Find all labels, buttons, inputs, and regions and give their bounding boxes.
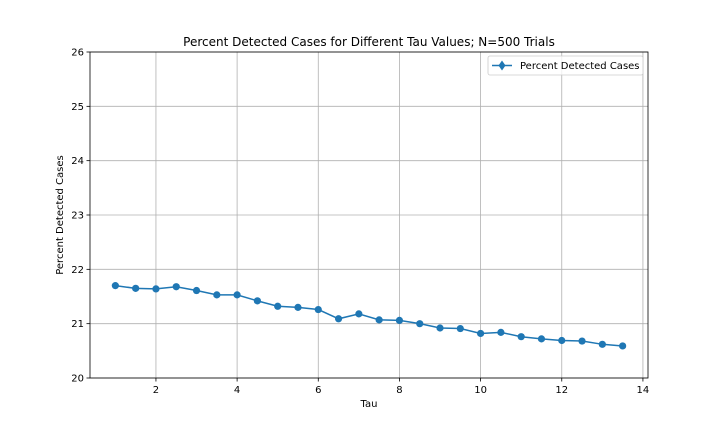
data-point <box>375 316 383 324</box>
data-point <box>619 342 627 350</box>
data-point <box>395 316 404 325</box>
data-point <box>578 337 586 345</box>
x-tick-label: 12 <box>555 385 568 396</box>
x-axis: 2 4 6 8 10 12 14 <box>153 378 650 396</box>
x-tick-label: 10 <box>474 385 487 396</box>
data-point <box>537 335 546 343</box>
data-point <box>233 291 241 299</box>
data-point <box>274 302 282 310</box>
data-point <box>517 333 525 341</box>
data-point <box>477 329 485 338</box>
data-point <box>152 285 160 293</box>
data-point <box>558 336 566 345</box>
data-point <box>355 310 363 318</box>
data-point <box>436 324 444 332</box>
data-point <box>294 303 302 311</box>
y-tick-label: 22 <box>71 265 84 276</box>
legend: Percent Detected Cases <box>487 55 644 76</box>
y-axis: 20 21 22 23 24 25 26 <box>71 48 90 385</box>
data-point <box>314 305 322 314</box>
data-point <box>416 320 424 328</box>
x-tick-label: 2 <box>153 385 159 396</box>
data-point <box>132 284 140 292</box>
x-tick-label: 6 <box>315 385 321 396</box>
data-point <box>456 324 464 333</box>
y-tick-label: 26 <box>71 48 84 59</box>
data-point <box>111 282 119 290</box>
series-layer <box>111 282 627 350</box>
y-tick-label: 21 <box>71 319 84 330</box>
y-tick-label: 24 <box>71 156 84 167</box>
data-point <box>253 297 261 305</box>
legend-marker-swatch <box>498 60 506 71</box>
y-tick-label: 25 <box>71 102 84 113</box>
y-tick-label: 23 <box>71 211 84 222</box>
data-point <box>213 291 221 299</box>
data-point <box>334 315 343 323</box>
x-tick-label: 4 <box>234 385 240 396</box>
chart-title: Percent Detected Cases for Different Tau… <box>183 35 555 49</box>
data-point <box>598 340 606 348</box>
data-point <box>192 286 201 295</box>
legend-entry: Percent Detected Cases <box>520 61 640 72</box>
y-tick-label: 20 <box>71 374 84 385</box>
x-axis-label: Tau <box>360 399 378 410</box>
data-point <box>172 283 180 291</box>
x-tick-label: 8 <box>396 385 402 396</box>
legend-box <box>487 55 644 76</box>
y-axis-label: Percent Detected Cases <box>55 155 66 275</box>
x-tick-label: 14 <box>637 385 650 396</box>
data-point <box>497 328 505 336</box>
